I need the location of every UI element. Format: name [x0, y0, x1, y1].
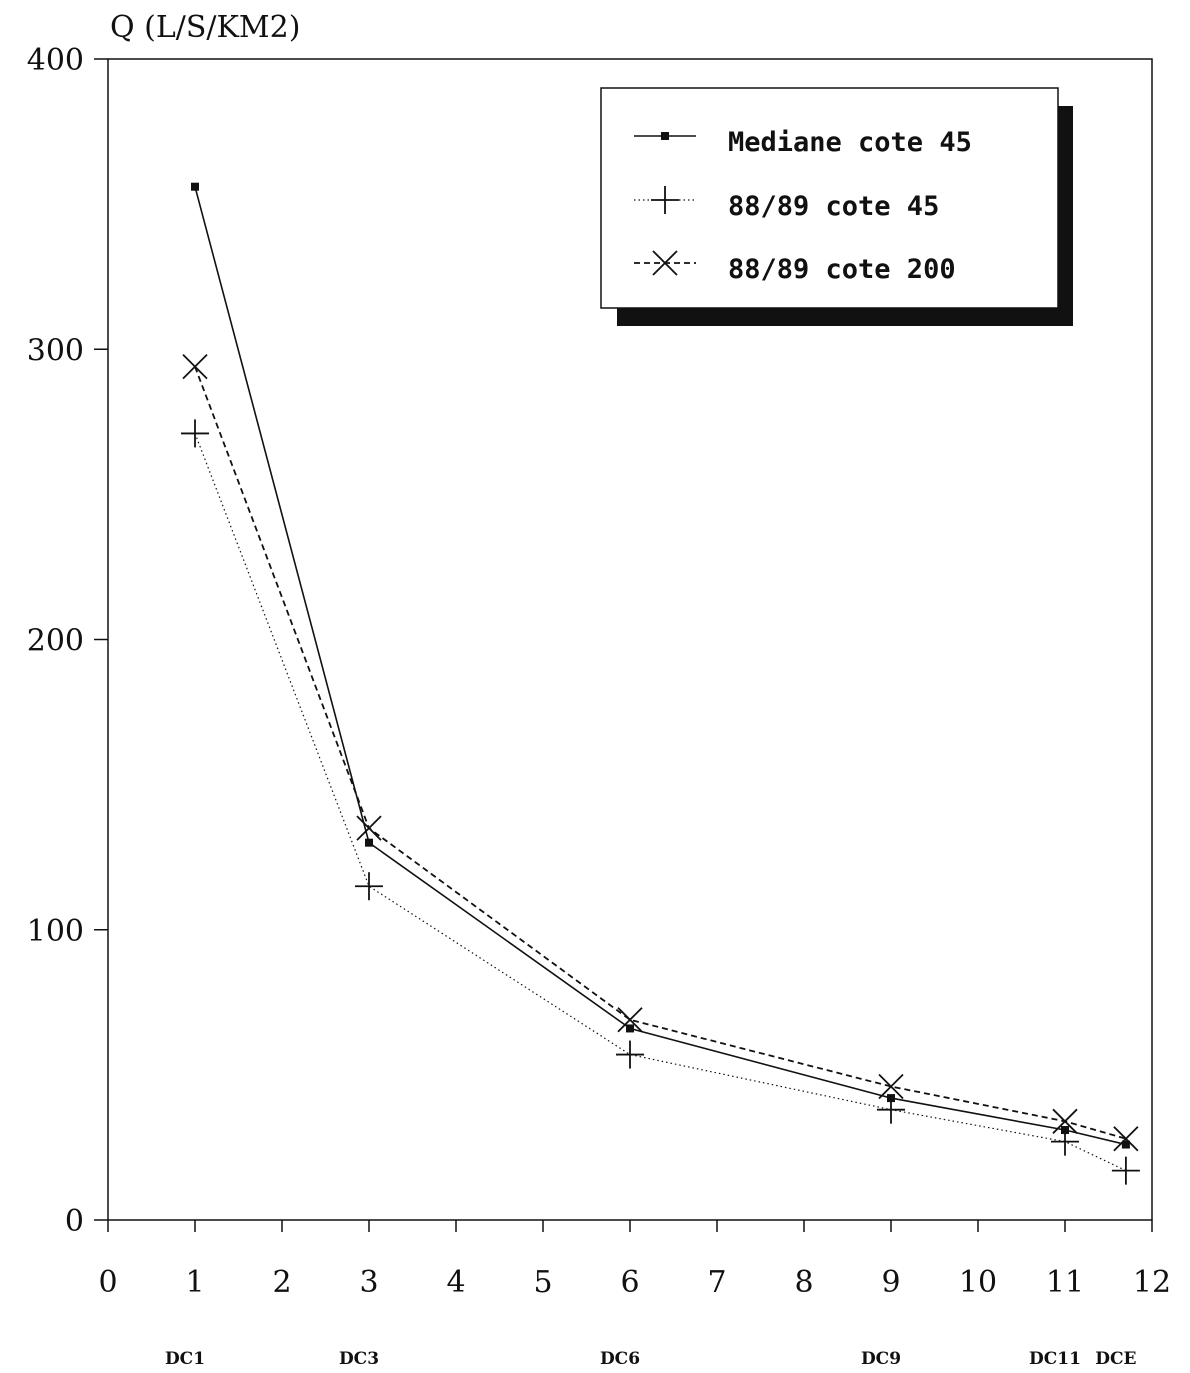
data-point [355, 872, 383, 901]
legend-items: Mediane cote 45 88/89 cote 45 88/89 cote 2… [634, 127, 972, 285]
x-tick-label: 1 [185, 1265, 204, 1300]
x-tick-label: 4 [446, 1265, 465, 1300]
legend-label: Mediane cote 45 [728, 127, 972, 158]
series-line [194, 433, 1127, 1172]
x-tick-label: 3 [359, 1265, 378, 1300]
station-labels: DC1 DC3 DC6 DC9 DC11 DCE [165, 1349, 1137, 1369]
station-label: DC6 [600, 1349, 640, 1369]
y-axis-title: Q (L/S/KM2) [110, 10, 300, 45]
data-point [1111, 1156, 1140, 1185]
data-point [616, 1040, 644, 1069]
station-label: DC3 [339, 1349, 379, 1369]
y-tick-label: 400 [27, 43, 84, 78]
data-point [356, 815, 382, 841]
data-point [626, 1024, 634, 1033]
legend-item: 88/89 cote 200 [634, 250, 956, 285]
data-point [182, 354, 208, 380]
station-label: DCE [1095, 1349, 1136, 1369]
x-tick-label: 6 [620, 1265, 639, 1300]
x-tick-label: 9 [881, 1265, 900, 1300]
legend-item: Mediane cote 45 [634, 127, 972, 158]
data-point [181, 419, 209, 448]
x-tick-label: 8 [794, 1265, 813, 1300]
series [181, 182, 1140, 1185]
x-tick-label: 12 [1133, 1265, 1171, 1300]
data-point [1121, 1140, 1130, 1149]
series-1 [191, 182, 1130, 1149]
legend: Mediane cote 45 88/89 cote 45 88/89 cote 2… [600, 87, 1073, 326]
legend-label: 88/89 cote 200 [728, 254, 956, 285]
legend-item: 88/89 cote 45 [634, 186, 939, 222]
legend-box [600, 87, 1059, 309]
x-tick-label: 7 [707, 1265, 726, 1300]
station-label: DC9 [861, 1349, 901, 1369]
y-tick-label: 100 [27, 914, 84, 949]
station-label: DC11 [1029, 1349, 1081, 1369]
legend-marker [661, 132, 669, 140]
data-point [1051, 1127, 1079, 1156]
x-tick-label: 5 [533, 1265, 552, 1300]
station-label: DC1 [165, 1349, 205, 1369]
data-point [878, 1073, 904, 1100]
data-point [191, 182, 199, 191]
data-point [1113, 1126, 1139, 1152]
data-point [877, 1095, 905, 1124]
legend-label: 88/89 cote 45 [728, 191, 939, 222]
data-point [1052, 1108, 1078, 1134]
y-tick-label: 200 [27, 624, 84, 659]
x-tick-label: 10 [959, 1265, 997, 1300]
x-tick-label: 0 [98, 1265, 117, 1300]
x-tick-label: 11 [1046, 1265, 1084, 1300]
y-tick-label: 0 [65, 1204, 84, 1239]
legend-marker [652, 250, 678, 276]
y-tick-label: 300 [27, 333, 84, 368]
series-line [194, 366, 1127, 1140]
series-line [194, 186, 1127, 1146]
x-tick-label: 2 [272, 1265, 291, 1300]
legend-marker [651, 186, 679, 214]
series-2 [181, 419, 1140, 1185]
data-point [365, 838, 373, 847]
series-3 [182, 354, 1139, 1152]
data-point [617, 1007, 643, 1033]
